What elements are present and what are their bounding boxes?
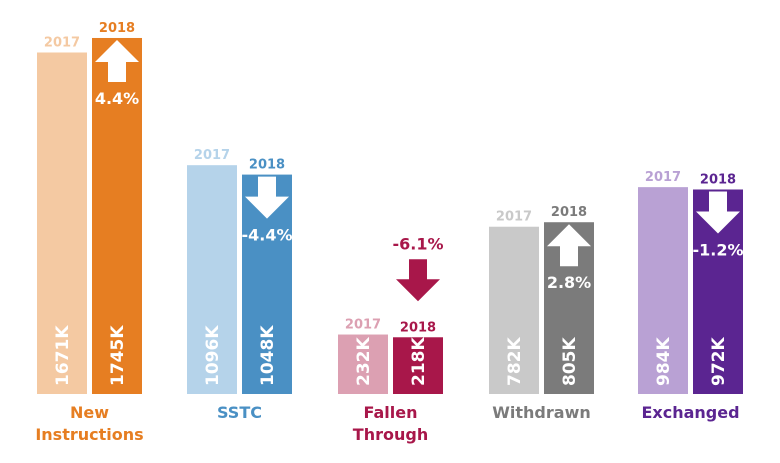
- bar-value-label: 984K: [654, 337, 674, 386]
- year-label: 2018: [700, 172, 736, 187]
- category-label: Fallen: [364, 403, 418, 422]
- year-label: 2017: [645, 170, 681, 185]
- bar-2017-2: [338, 334, 388, 394]
- year-label: 2017: [345, 318, 381, 333]
- arrow-up-icon: [547, 224, 591, 267]
- year-label: 2018: [249, 158, 285, 173]
- year-label: 2018: [400, 320, 436, 335]
- bar-value-label: 218K: [409, 337, 429, 386]
- change-percent: -4.4%: [241, 226, 292, 245]
- bar-2018-0: [92, 37, 142, 394]
- bar-value-label: 1671K: [53, 325, 73, 386]
- bar-2017-0: [37, 52, 87, 394]
- year-label: 2018: [99, 21, 135, 36]
- bar-value-label: 1745K: [108, 325, 128, 386]
- bar-value-label: 782K: [505, 337, 525, 386]
- bar-2017-1: [187, 165, 237, 394]
- change-percent: 2.8%: [547, 273, 591, 292]
- category-label: Exchanged: [641, 403, 739, 422]
- change-percent: -6.1%: [392, 234, 443, 253]
- bar-2018-2: [393, 337, 443, 394]
- bar-value-label: 232K: [354, 337, 374, 386]
- category-label: SSTC: [217, 403, 262, 422]
- arrow-up-icon: [95, 39, 139, 82]
- year-label: 2017: [44, 35, 80, 50]
- arrow-down-icon: [696, 191, 740, 234]
- year-label: 2017: [194, 148, 230, 163]
- category-label: Through: [353, 425, 428, 444]
- bar-value-label: 1096K: [203, 325, 223, 386]
- bar-2017-4: [638, 187, 688, 394]
- year-label: 2017: [496, 210, 532, 225]
- change-percent: 4.4%: [95, 89, 139, 108]
- bar-value-label: 972K: [709, 337, 729, 386]
- bar-value-label: 805K: [560, 337, 580, 386]
- category-label: New: [70, 403, 109, 422]
- bar-value-label: 1048K: [258, 325, 278, 386]
- change-percent: -1.2%: [692, 240, 743, 259]
- year-label: 2018: [551, 205, 587, 220]
- arrow-down-icon: [245, 176, 289, 219]
- arrow-down-icon: [396, 259, 440, 302]
- category-label: Instructions: [35, 425, 143, 444]
- category-label: Withdrawn: [492, 403, 590, 422]
- bar-2017-3: [489, 226, 539, 394]
